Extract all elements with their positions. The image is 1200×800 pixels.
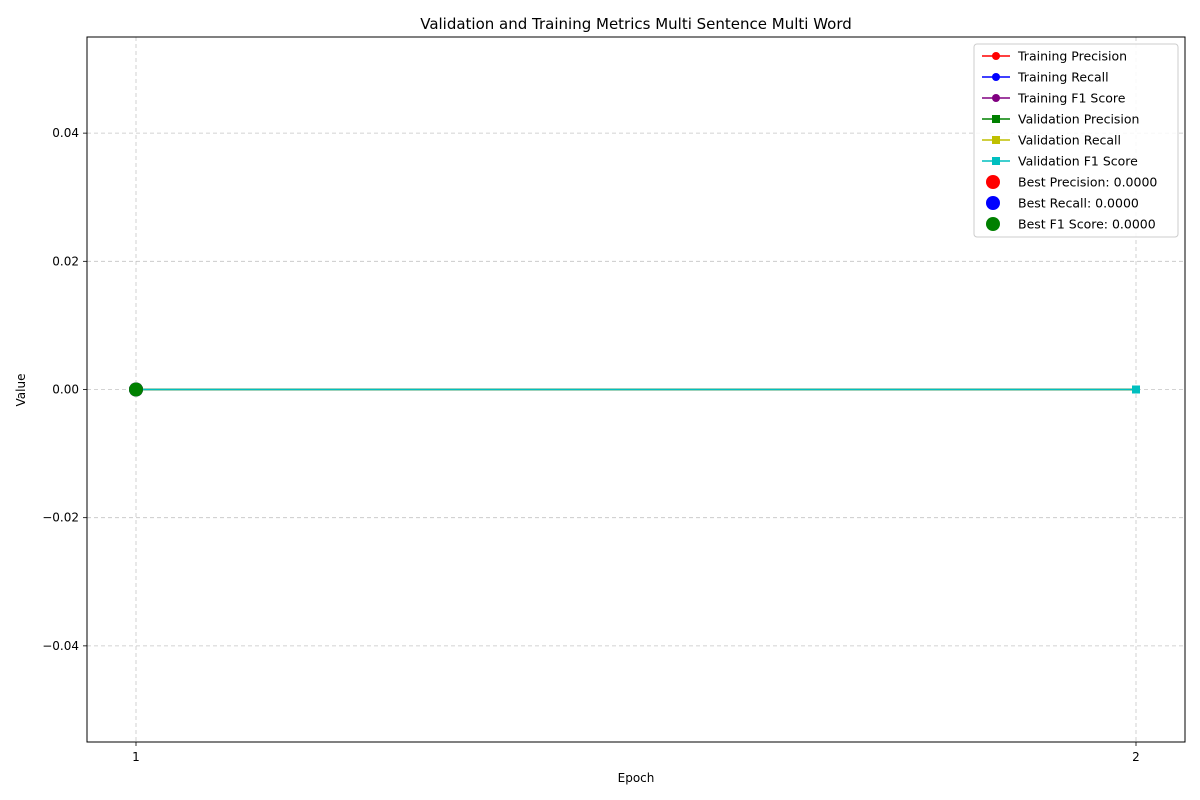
legend-marker — [986, 196, 1000, 210]
tick-layer: 1 2 −0.04 −0.02 0.00 0.02 0.04 — [42, 126, 1140, 764]
legend-marker — [986, 217, 1000, 231]
y-axis-label: Value — [14, 374, 28, 407]
legend-label: Best F1 Score: 0.0000 — [1018, 217, 1156, 232]
legend-marker — [992, 157, 1000, 165]
y-tick-label: 0.00 — [52, 383, 79, 397]
legend-label: Validation F1 Score — [1018, 154, 1138, 169]
legend-label: Training F1 Score — [1017, 91, 1126, 106]
legend-label: Validation Precision — [1018, 112, 1139, 127]
best-point-marker — [129, 382, 143, 397]
y-tick-label: −0.04 — [42, 639, 79, 653]
y-tick-label: −0.02 — [42, 511, 79, 525]
legend: Training Precision Training Recall Trainin… — [973, 43, 1179, 238]
legend-marker — [992, 73, 1000, 81]
chart-title: Validation and Training Metrics Multi Se… — [420, 15, 852, 33]
x-axis-label: Epoch — [618, 771, 655, 785]
legend-marker — [992, 94, 1000, 102]
x-tick-label: 1 — [132, 750, 140, 764]
legend-label: Training Recall — [1017, 70, 1109, 85]
legend-box — [973, 43, 1179, 238]
legend-marker — [992, 136, 1000, 144]
legend-marker — [992, 52, 1000, 60]
legend-label: Training Precision — [1017, 49, 1127, 64]
y-tick-label: 0.04 — [52, 126, 79, 140]
y-tick-label: 0.02 — [52, 254, 79, 268]
legend-label: Validation Recall — [1018, 133, 1121, 148]
legend-label: Best Recall: 0.0000 — [1018, 196, 1139, 211]
x-tick-label: 2 — [1132, 750, 1140, 764]
best-points-layer — [129, 382, 143, 397]
legend-marker — [986, 175, 1000, 189]
legend-marker — [992, 115, 1000, 123]
series-marker — [1132, 385, 1140, 394]
legend-label: Best Precision: 0.0000 — [1018, 175, 1157, 190]
